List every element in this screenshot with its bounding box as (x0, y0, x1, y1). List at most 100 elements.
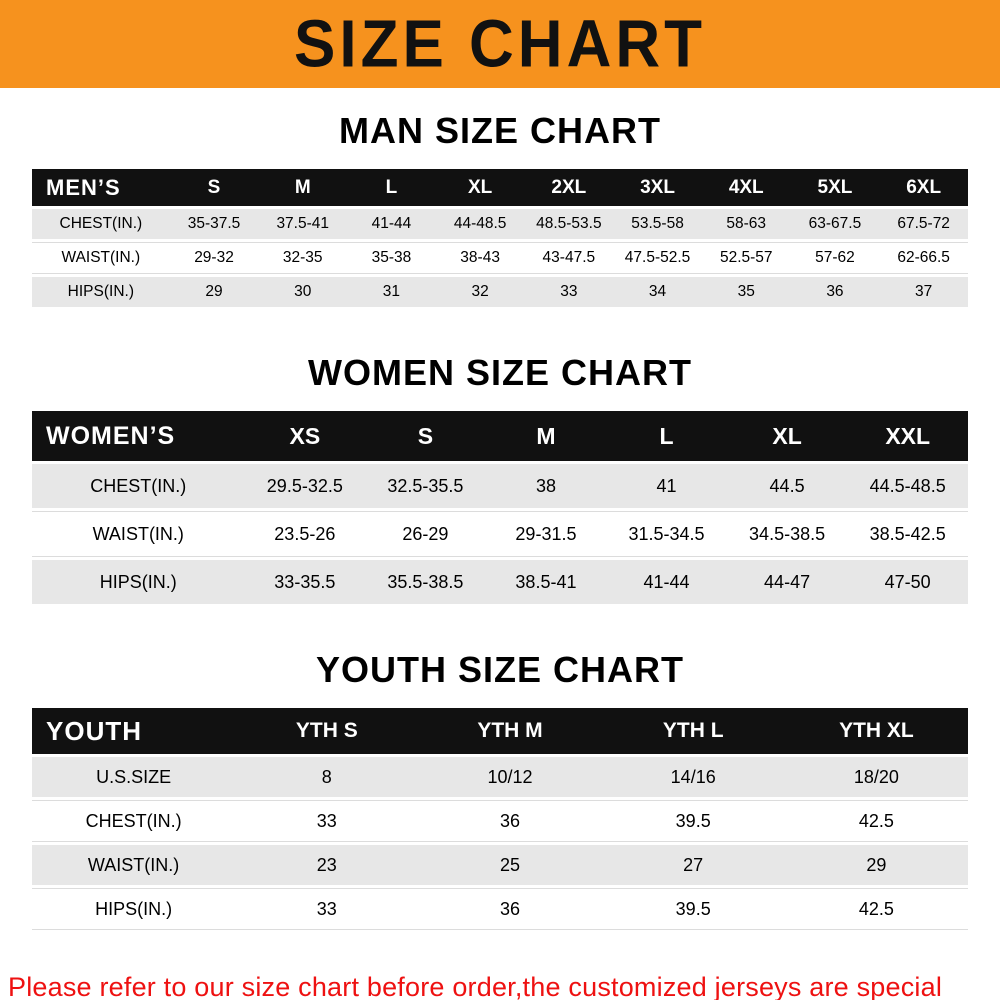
row-label: CHEST(IN.) (32, 209, 170, 239)
size-cell: 29 (169, 277, 259, 307)
column-header: S (365, 411, 486, 461)
table-row: CHEST(IN.) 29.5-32.5 32.5-35.5 38 41 44.5 44.5… (32, 464, 968, 508)
size-cell: 31.5-34.5 (606, 511, 727, 557)
size-cell: 36 (790, 277, 880, 307)
column-header: L (606, 411, 727, 461)
size-cell: 41-44 (347, 209, 436, 239)
size-cell: 38-43 (435, 242, 525, 274)
table-row: WAIST(IN.) 29-32 32-35 35-38 38-43 43-47.5 47.… (32, 242, 968, 274)
column-header: S (169, 169, 259, 206)
size-cell: 41 (606, 464, 727, 508)
row-label: CHEST(IN.) (32, 800, 236, 842)
size-cell: 33-35.5 (244, 560, 366, 604)
column-header: L (347, 169, 436, 206)
women-size-section: WOMEN SIZE CHART WOMEN’S XS S M L XL XXL CHEST(… (0, 352, 1000, 607)
size-cell: 18/20 (784, 757, 968, 797)
row-label: CHEST(IN.) (32, 464, 245, 508)
size-chart-banner: SIZE CHART (0, 0, 1000, 88)
column-header: 5XL (790, 169, 880, 206)
table-header-label: YOUTH (32, 708, 236, 754)
size-cell: 44.5-48.5 (847, 464, 968, 508)
table-row: HIPS(IN.) 33 36 39.5 42.5 (32, 888, 968, 930)
size-table: YOUTH YTH S YTH M YTH L YTH XL U.S.SIZE 8 10/12… (32, 705, 968, 933)
column-header: 2XL (524, 169, 614, 206)
table-header-row: WOMEN’S XS S M L XL XXL (32, 411, 968, 461)
column-header: 3XL (613, 169, 702, 206)
row-label: HIPS(IN.) (32, 277, 170, 307)
size-cell: 26-29 (365, 511, 486, 557)
size-cell: 38.5-41 (485, 560, 607, 604)
column-header: XXL (847, 411, 968, 461)
size-cell: 29.5-32.5 (244, 464, 366, 508)
size-cell: 62-66.5 (879, 242, 968, 274)
table-row: HIPS(IN.) 29 30 31 32 33 34 35 36 37 (32, 277, 968, 307)
column-header: YTH L (601, 708, 785, 754)
size-cell: 33 (524, 277, 614, 307)
size-cell: 37.5-41 (258, 209, 348, 239)
size-cell: 32 (435, 277, 525, 307)
table-row: CHEST(IN.) 35-37.5 37.5-41 41-44 44-48.5 48.5… (32, 209, 968, 239)
size-cell: 47-50 (847, 560, 968, 604)
column-header: YTH XL (784, 708, 968, 754)
table-header-row: YOUTH YTH S YTH M YTH L YTH XL (32, 708, 968, 754)
size-cell: 32-35 (258, 242, 348, 274)
row-label: HIPS(IN.) (32, 560, 245, 604)
table-header-label: WOMEN’S (32, 411, 245, 461)
youth-size-heading: YOUTH SIZE CHART (315, 649, 684, 690)
column-header: M (485, 411, 607, 461)
size-cell: 27 (601, 845, 785, 885)
table-row: CHEST(IN.) 33 36 39.5 42.5 (32, 800, 968, 842)
size-cell: 23.5-26 (244, 511, 366, 557)
size-cell: 35-37.5 (169, 209, 259, 239)
table-header-row: MEN’S S M L XL 2XL 3XL 4XL 5XL 6XL (32, 169, 968, 206)
size-cell: 36 (418, 888, 602, 930)
row-label: WAIST(IN.) (32, 242, 170, 274)
table-row: WAIST(IN.) 23 25 27 29 (32, 845, 968, 885)
footer-note: Please refer to our size chart before or… (0, 969, 1000, 1000)
size-table: MEN’S S M L XL 2XL 3XL 4XL 5XL 6XL CHEST(IN.) 35-37… (32, 166, 968, 310)
column-header: XL (435, 169, 525, 206)
size-cell: 57-62 (790, 242, 880, 274)
size-table: WOMEN’S XS S M L XL XXL CHEST(IN.) 29.5-32.5 32.5… (32, 408, 968, 607)
size-cell: 8 (235, 757, 419, 797)
youth-size-table: YOUTH YTH S YTH M YTH L YTH XL U.S.SIZE 8 10/12… (0, 691, 1000, 933)
content: MAN SIZE CHART MEN’S S M L XL 2XL 3XL 4XL 5XL 6XL… (0, 110, 1000, 1000)
size-cell: 44-48.5 (435, 209, 525, 239)
size-cell: 43-47.5 (524, 242, 614, 274)
size-cell: 67.5-72 (879, 209, 968, 239)
youth-size-section: YOUTH SIZE CHART YOUTH YTH S YTH M YTH L YTH… (0, 649, 1000, 933)
column-header: YTH S (235, 708, 419, 754)
size-cell: 29-32 (169, 242, 259, 274)
table-header-label: MEN’S (32, 169, 170, 206)
size-cell: 44.5 (726, 464, 848, 508)
footer-line-1: Please refer to our size chart before or… (8, 972, 943, 1000)
row-label: U.S.SIZE (32, 757, 236, 797)
table-row: HIPS(IN.) 33-35.5 35.5-38.5 38.5-41 41-44 44-… (32, 560, 968, 604)
column-header: 4XL (701, 169, 791, 206)
size-cell: 35.5-38.5 (365, 560, 486, 604)
size-cell: 32.5-35.5 (365, 464, 486, 508)
size-cell: 37 (879, 277, 968, 307)
size-cell: 52.5-57 (701, 242, 791, 274)
column-header: XL (726, 411, 848, 461)
table-row: U.S.SIZE 8 10/12 14/16 18/20 (32, 757, 968, 797)
size-cell: 33 (235, 800, 419, 842)
women-size-heading: WOMEN SIZE CHART (308, 352, 692, 393)
size-cell: 42.5 (784, 800, 968, 842)
size-cell: 10/12 (418, 757, 602, 797)
womens-size-table: WOMEN’S XS S M L XL XXL CHEST(IN.) 29.5-32.5 32.5… (0, 394, 1000, 607)
size-cell: 63-67.5 (790, 209, 880, 239)
size-cell: 44-47 (726, 560, 848, 604)
size-cell: 35 (701, 277, 791, 307)
size-cell: 33 (235, 888, 419, 930)
size-cell: 34 (613, 277, 702, 307)
column-header: XS (244, 411, 366, 461)
column-header: YTH M (418, 708, 602, 754)
size-cell: 14/16 (601, 757, 785, 797)
size-cell: 29 (784, 845, 968, 885)
mens-size-table: MEN’S S M L XL 2XL 3XL 4XL 5XL 6XL CHEST(IN.) 35-37… (0, 152, 1000, 310)
row-label: WAIST(IN.) (32, 845, 236, 885)
size-cell: 38.5-42.5 (847, 511, 968, 557)
size-cell: 47.5-52.5 (613, 242, 702, 274)
size-cell: 38 (485, 464, 607, 508)
